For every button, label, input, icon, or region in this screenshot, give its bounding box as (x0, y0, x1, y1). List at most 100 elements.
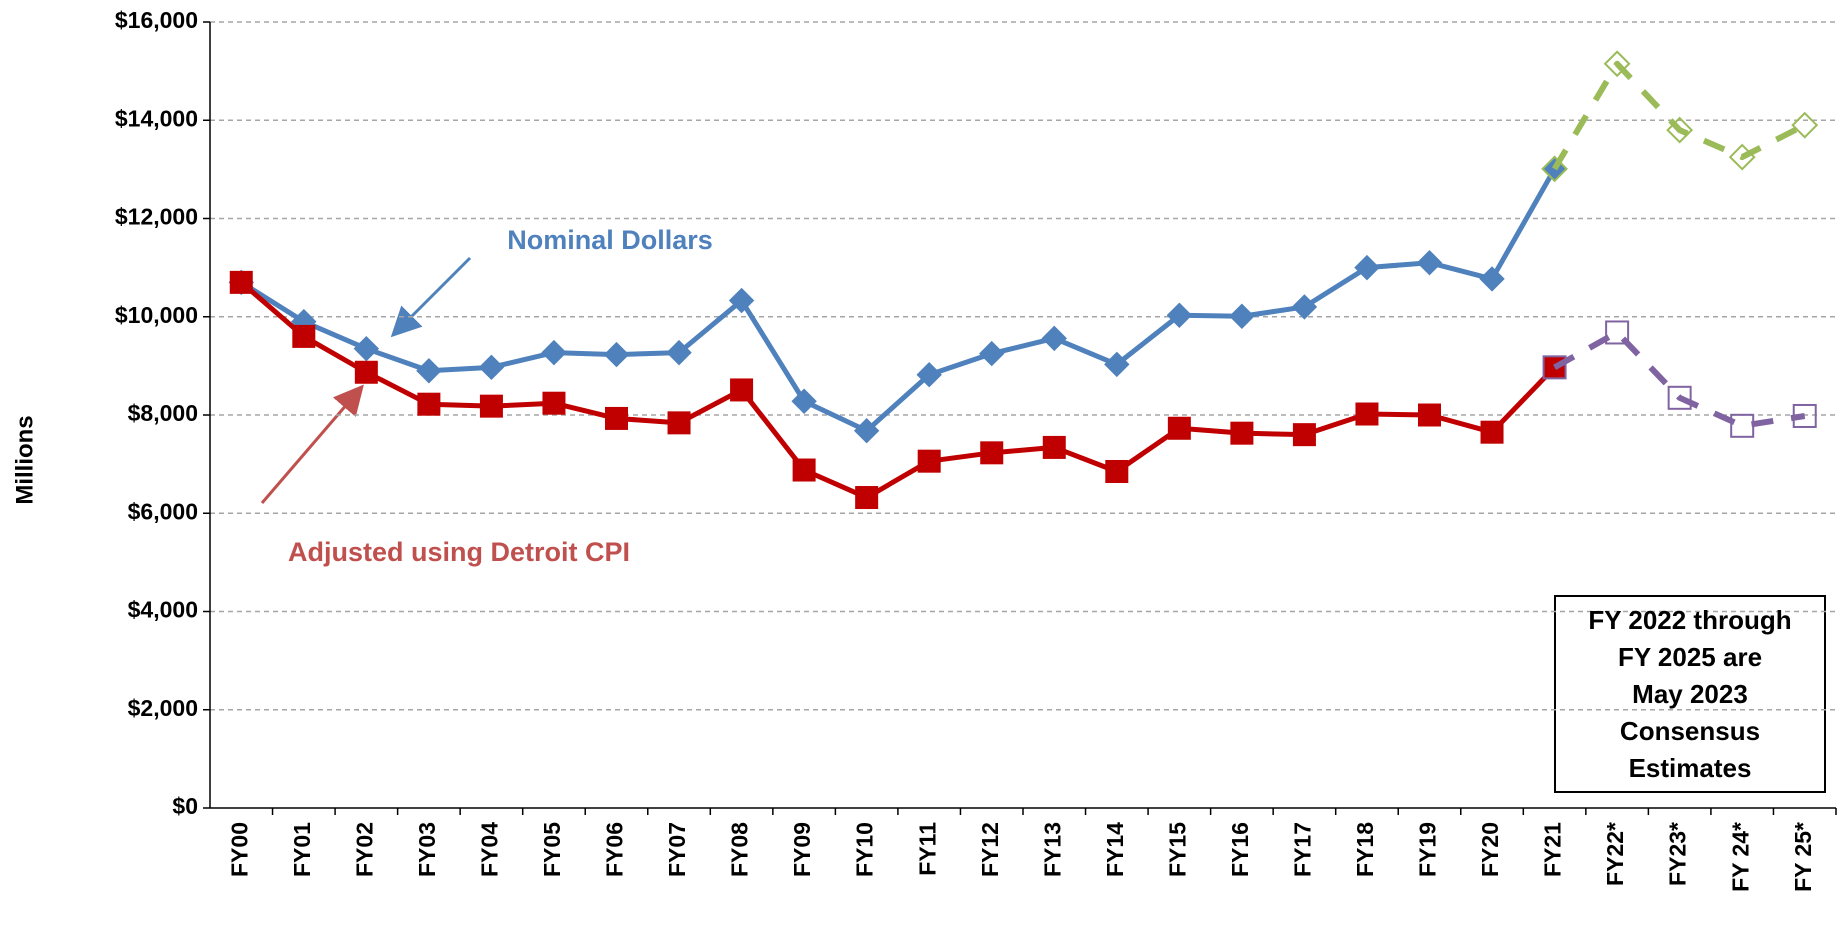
x-tick-label: FY11 (914, 822, 940, 876)
x-tick-label: FY01 (289, 822, 315, 877)
x-tick-label: FY13 (1039, 822, 1065, 877)
y-tick-label: $4,000 (128, 597, 198, 623)
y-tick-label: $2,000 (128, 695, 198, 721)
data-point (229, 270, 253, 294)
data-point (1605, 320, 1630, 345)
x-tick-label: FY00 (226, 822, 252, 877)
data-point (292, 324, 316, 348)
data-point (1479, 266, 1505, 292)
data-point (917, 449, 941, 473)
data-point (1355, 402, 1379, 426)
y-tick-label: $16,000 (115, 7, 198, 33)
data-point (1730, 413, 1755, 438)
x-tick-label: FY12 (977, 822, 1003, 877)
note-text: Estimates (1629, 753, 1752, 783)
data-point (916, 362, 942, 388)
data-point (667, 411, 691, 435)
data-point (479, 394, 503, 418)
x-tick-label: FY21 (1540, 822, 1566, 877)
data-point (855, 486, 879, 510)
x-tick-label: FY20 (1477, 822, 1503, 877)
series-line (1552, 60, 1807, 171)
data-point (1792, 403, 1817, 428)
x-tick-label: FY04 (477, 822, 503, 877)
data-point (1042, 435, 1066, 459)
data-point (1229, 303, 1255, 329)
x-tick-label: FY10 (852, 822, 878, 877)
annotation-arrow (260, 384, 364, 504)
data-point (791, 388, 817, 414)
note-text: May 2023 (1632, 679, 1748, 709)
data-point (1791, 111, 1819, 139)
x-tick-label: FY19 (1415, 822, 1441, 877)
data-point (603, 341, 630, 368)
data-point (1166, 302, 1193, 328)
data-point (1230, 421, 1254, 445)
data-point (353, 335, 380, 362)
data-point (1292, 423, 1316, 447)
x-tick-label: FY16 (1227, 822, 1253, 877)
data-point (1541, 155, 1568, 183)
note-text: Consensus (1620, 716, 1760, 746)
data-point (354, 360, 378, 384)
note-box (1554, 595, 1826, 793)
data-point (1416, 250, 1443, 276)
x-tick-label: FY18 (1352, 822, 1378, 877)
data-point (730, 378, 754, 402)
data-point (1666, 116, 1694, 144)
data-point (1167, 416, 1191, 440)
data-point (541, 339, 567, 366)
y-tick-label: $6,000 (128, 498, 198, 524)
x-tick-label: FY08 (727, 822, 753, 877)
data-point (1291, 294, 1318, 320)
data-point (605, 406, 628, 430)
data-point (1418, 403, 1441, 427)
data-point (542, 391, 566, 415)
x-tick-label: FY 25* (1790, 822, 1816, 892)
x-tick-label: FY23* (1665, 822, 1691, 886)
data-point (416, 358, 442, 384)
x-tick-label: FY03 (414, 822, 440, 877)
y-tick-label: $0 (172, 793, 198, 819)
annotation: Nominal Dollars (507, 225, 713, 255)
data-point (853, 418, 880, 444)
annotation: Adjusted using Detroit CPI (288, 537, 630, 567)
data-point (1105, 459, 1129, 483)
y-tick-label: $14,000 (115, 105, 198, 131)
data-point (1041, 325, 1067, 352)
data-point (792, 458, 816, 482)
data-point (1480, 420, 1504, 444)
data-point (728, 287, 755, 314)
x-tick-label: FY05 (539, 822, 565, 877)
data-point (1354, 254, 1380, 281)
note-text: FY 2022 through (1588, 605, 1791, 635)
series-line (1553, 329, 1806, 429)
data-point (1104, 351, 1130, 378)
x-tick-label: FY06 (602, 822, 628, 877)
series-line (239, 280, 1557, 501)
y-axis-label: Millions (11, 415, 38, 504)
data-point (478, 354, 505, 381)
data-point (980, 441, 1004, 465)
note-text: FY 2025 are (1618, 642, 1762, 672)
data-point (666, 339, 692, 366)
x-tick-label: FY15 (1164, 822, 1190, 877)
x-tick-label: FY17 (1290, 822, 1316, 877)
data-point (1603, 50, 1631, 78)
x-tick-label: FY07 (664, 822, 690, 877)
y-tick-label: $10,000 (115, 302, 198, 328)
x-tick-label: FY 24* (1727, 822, 1753, 892)
data-point (417, 392, 441, 416)
x-tick-label: FY22* (1602, 822, 1628, 886)
data-point (1542, 355, 1567, 380)
y-tick-label: $12,000 (115, 204, 198, 230)
series-line (239, 167, 1557, 434)
x-tick-label: FY09 (789, 822, 815, 877)
x-tick-label: FY02 (351, 822, 377, 877)
data-point (979, 340, 1005, 367)
data-point (1728, 143, 1756, 171)
y-tick-label: $8,000 (128, 400, 198, 426)
x-tick-label: FY14 (1102, 822, 1128, 877)
annotation-arrow (390, 256, 472, 338)
